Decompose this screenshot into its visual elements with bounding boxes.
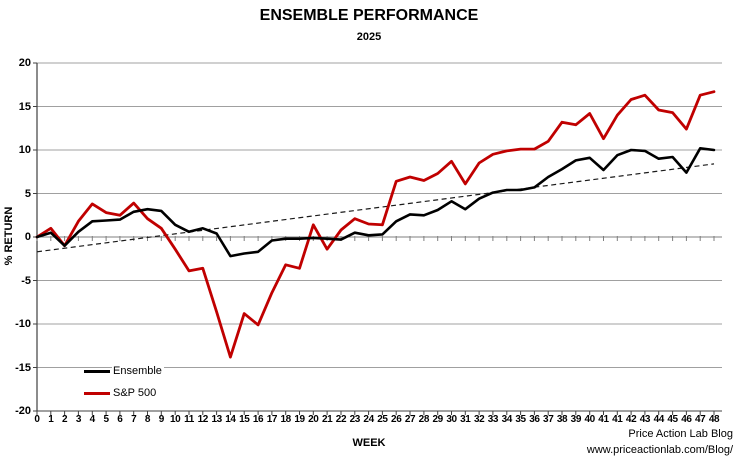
x-tick-label: 41 bbox=[612, 414, 623, 425]
y-tick-label: 5 bbox=[24, 187, 31, 200]
x-tick-label: 11 bbox=[184, 414, 194, 425]
x-tick-label: 10 bbox=[169, 414, 181, 425]
y-tick-label: 10 bbox=[18, 144, 31, 156]
chart-subtitle: 2025 bbox=[356, 31, 382, 43]
ensemble-line-swatch bbox=[84, 369, 110, 373]
x-tick-label: 45 bbox=[667, 414, 678, 425]
x-tick-label: 7 bbox=[131, 414, 137, 425]
x-tick-label: 21 bbox=[321, 414, 333, 425]
x-tick-label: 30 bbox=[446, 414, 457, 425]
footer-blog-url: www.priceactionlab.com/Blog/ bbox=[586, 444, 733, 456]
y-tick-label: -10 bbox=[15, 318, 31, 330]
legend-label-sp500: S&P 500 bbox=[112, 387, 159, 399]
x-tick-label: 12 bbox=[197, 414, 209, 425]
x-tick-label: 2 bbox=[62, 414, 68, 425]
x-tick-label: 22 bbox=[335, 414, 347, 425]
sp500-series-line bbox=[35, 90, 716, 359]
x-tick-label: 41 bbox=[598, 414, 609, 425]
x-tick-label: 14 bbox=[225, 414, 236, 425]
footer-blog-name: Price Action Lab Blog bbox=[628, 428, 733, 440]
x-tick-label: 1 bbox=[48, 414, 54, 425]
x-tick-label: 0 bbox=[34, 414, 40, 425]
legend-item-ensemble: Ensemble bbox=[84, 360, 164, 382]
y-tick-label: 20 bbox=[18, 57, 31, 69]
x-tick-label: 42 bbox=[625, 414, 637, 425]
x-tick-label: 43 bbox=[639, 414, 651, 425]
y-tick-label: 0 bbox=[24, 231, 31, 243]
x-tick-label: 38 bbox=[556, 414, 568, 425]
x-tick-label: 28 bbox=[418, 414, 430, 425]
x-tick-label: 35 bbox=[515, 414, 526, 425]
legend-label-ensemble: Ensemble bbox=[112, 365, 164, 377]
trend-dashed-line bbox=[36, 163, 715, 253]
x-tick-label: 9 bbox=[158, 414, 165, 425]
x-tick-label: 6 bbox=[117, 414, 123, 425]
x-tick-label: 15 bbox=[239, 414, 250, 425]
x-tick-label: 46 bbox=[681, 414, 692, 425]
y-tick-label: 15 bbox=[18, 100, 31, 113]
x-tick-label: 27 bbox=[404, 414, 416, 425]
x-tick-label: 34 bbox=[501, 414, 513, 425]
y-tick-label: -20 bbox=[15, 405, 31, 417]
ensemble-series-line bbox=[35, 147, 716, 258]
x-tick-label: 40 bbox=[584, 414, 595, 425]
x-tick-label: 13 bbox=[211, 414, 222, 425]
x-tick-label: 3 bbox=[75, 414, 82, 425]
x-tick-label: 29 bbox=[432, 414, 444, 425]
x-tick-label: 31 bbox=[460, 414, 471, 425]
legend: Ensemble S&P 500 bbox=[84, 360, 164, 404]
x-tick-label: 20 bbox=[308, 414, 319, 425]
y-axis-title: % RETURN bbox=[3, 206, 15, 266]
sp500-line-swatch bbox=[84, 391, 110, 395]
x-tick-label: 47 bbox=[695, 414, 706, 425]
x-tick-label: 32 bbox=[473, 414, 485, 425]
legend-item-sp500: S&P 500 bbox=[84, 382, 164, 404]
x-tick-label: 18 bbox=[280, 414, 292, 425]
chart-title: ENSEMBLE PERFORMANCE bbox=[259, 7, 479, 24]
x-tick-label: 19 bbox=[294, 414, 305, 425]
y-tick-label: -15 bbox=[15, 361, 31, 374]
x-tick-label: 25 bbox=[377, 414, 388, 425]
x-tick-label: 24 bbox=[363, 414, 374, 425]
x-tick-label: 44 bbox=[653, 414, 665, 425]
x-tick-label: 39 bbox=[570, 414, 582, 425]
x-tick-label: 36 bbox=[529, 414, 540, 425]
x-tick-label: 16 bbox=[252, 414, 264, 425]
x-tick-label: 4 bbox=[89, 414, 96, 425]
x-tick-label: 17 bbox=[266, 414, 278, 425]
x-tick-label: 23 bbox=[349, 414, 361, 425]
x-tick-label: 26 bbox=[391, 414, 402, 425]
x-tick-label: 33 bbox=[487, 414, 499, 425]
x-tick-label: 37 bbox=[543, 414, 554, 425]
y-tick-label: -5 bbox=[21, 274, 31, 287]
x-tick-label: 8 bbox=[144, 414, 151, 425]
x-axis-title: WEEK bbox=[352, 437, 386, 449]
x-tick-label: 5 bbox=[103, 414, 109, 425]
x-tick-label: 48 bbox=[708, 414, 720, 425]
